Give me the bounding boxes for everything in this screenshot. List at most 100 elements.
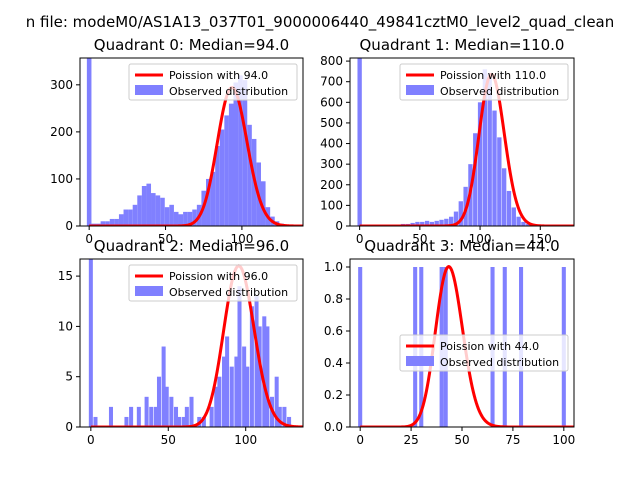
- hist-bar: [257, 326, 262, 427]
- hist-bar: [238, 75, 243, 226]
- legend-bar-label: Observed distribution: [169, 286, 288, 299]
- legend-box: [399, 334, 569, 372]
- hist-bar: [108, 406, 113, 427]
- axes-frame: [79, 258, 304, 428]
- hist-bar: [225, 336, 230, 427]
- hist-bar: [100, 221, 106, 226]
- hist-bar: [177, 416, 182, 427]
- y-tick-label: 100: [320, 198, 343, 212]
- x-tick-label: 100: [552, 433, 575, 447]
- y-tick-label: 0.0: [324, 420, 343, 434]
- y-tick-label: 15: [58, 269, 73, 283]
- hist-bar: [277, 406, 282, 427]
- y-tick-label: 0: [335, 219, 343, 233]
- hist-bar: [169, 204, 174, 226]
- x-tick-label: 100: [469, 232, 492, 246]
- hist-bar: [105, 221, 110, 226]
- legend-line-label: Poission with 110.0: [440, 69, 546, 82]
- figure-suptitle: n file: modeM0/AS1A13_037T01_9000006440_…: [26, 13, 615, 32]
- panel-0: Quadrant 0: Median=94.0 0 50 100 0 100 200 300 P…: [50, 36, 304, 246]
- legend-bar-swatch: [406, 356, 434, 366]
- hist-bar: [118, 214, 124, 226]
- x-tick-label: 50: [158, 232, 173, 246]
- hist-bar: [178, 214, 184, 226]
- legend: Poission with 44.0 Observed distribution: [399, 334, 569, 372]
- hist-bar: [184, 406, 189, 427]
- panel-title: Quadrant 1: Median=110.0: [360, 36, 565, 54]
- hist-bar: [501, 168, 507, 226]
- hist-bar: [497, 137, 502, 226]
- hist-bar: [287, 416, 292, 427]
- x-tick-label: 150: [529, 232, 552, 246]
- hist-bar: [245, 366, 250, 427]
- hist-bar: [206, 178, 211, 226]
- y-tick-label: 300: [50, 78, 73, 92]
- hist-bar: [237, 286, 242, 427]
- x-tick-label: 0: [356, 433, 364, 447]
- histogram: [88, 259, 292, 427]
- hist-bar: [189, 396, 194, 427]
- panel-1: Quadrant 1: Median=110.0 0 50 100 150 0 100 200…: [320, 36, 575, 246]
- hist-bar: [114, 218, 119, 226]
- x-tick-label: 50: [161, 433, 176, 447]
- y-tick-label: 100: [50, 172, 73, 186]
- poisson-curve: [90, 264, 303, 427]
- hist-bar: [526, 223, 531, 226]
- hist-bar: [215, 146, 220, 226]
- hist-bar: [155, 195, 161, 226]
- hist-bar: [247, 124, 252, 226]
- hist-bar: [141, 186, 147, 226]
- hist-bar: [136, 406, 141, 427]
- hist-bar: [88, 259, 93, 427]
- legend: Poission with 110.0 Observed distribution: [399, 63, 569, 101]
- hist-bar: [137, 195, 142, 226]
- hist-bar: [173, 211, 179, 226]
- x-tick-label: 50: [412, 232, 427, 246]
- hist-bar: [146, 183, 152, 226]
- y-tick-label: 400: [320, 137, 343, 151]
- hist-bar: [358, 267, 363, 427]
- hist-bar: [183, 211, 188, 226]
- hist-bar: [261, 181, 266, 226]
- y-tick-label: 10: [58, 319, 73, 333]
- hist-bar: [357, 58, 362, 226]
- y-tick-label: 0: [65, 420, 73, 434]
- hist-bar: [86, 58, 92, 226]
- legend-bar-label: Observed distribution: [440, 356, 559, 369]
- hist-bar: [161, 346, 166, 427]
- hist-bar: [282, 406, 287, 427]
- x-tick-label: 50: [454, 433, 469, 447]
- hist-bar: [129, 406, 134, 427]
- hist-bar: [473, 133, 478, 226]
- hist-bar: [477, 102, 483, 226]
- hist-bar: [234, 356, 239, 427]
- y-tick-label: 0.2: [324, 388, 343, 402]
- hist-bar: [233, 82, 239, 226]
- legend-bar-label: Observed distribution: [169, 85, 288, 98]
- hist-bar: [181, 416, 186, 427]
- panel-2: Quadrant 2: Median=96.0 0 50 100 0 5 10 15 Poiss…: [58, 237, 304, 447]
- hist-bar: [124, 416, 129, 427]
- y-tick-label: 0: [65, 219, 73, 233]
- legend-bar-swatch: [135, 286, 163, 296]
- hist-bar: [242, 346, 247, 427]
- hist-bar: [453, 211, 459, 226]
- hist-bar: [123, 209, 129, 226]
- hist-bar: [242, 80, 248, 226]
- hist-bar: [229, 366, 234, 427]
- y-tick-label: 700: [320, 75, 343, 89]
- hist-bar: [444, 218, 449, 226]
- hist-bar: [153, 406, 158, 427]
- legend-box: [128, 264, 298, 302]
- hist-bar: [109, 218, 115, 226]
- hist-bar: [410, 222, 415, 226]
- hist-bar: [521, 221, 526, 226]
- panel-title: Quadrant 2: Median=96.0: [94, 237, 289, 255]
- hist-bar: [482, 69, 488, 226]
- legend-box: [399, 63, 569, 101]
- hist-bar: [201, 416, 206, 427]
- y-tick-label: 300: [320, 157, 343, 171]
- y-tick-label: 5: [65, 370, 73, 384]
- hist-bar: [448, 216, 454, 226]
- hist-bar: [516, 216, 521, 226]
